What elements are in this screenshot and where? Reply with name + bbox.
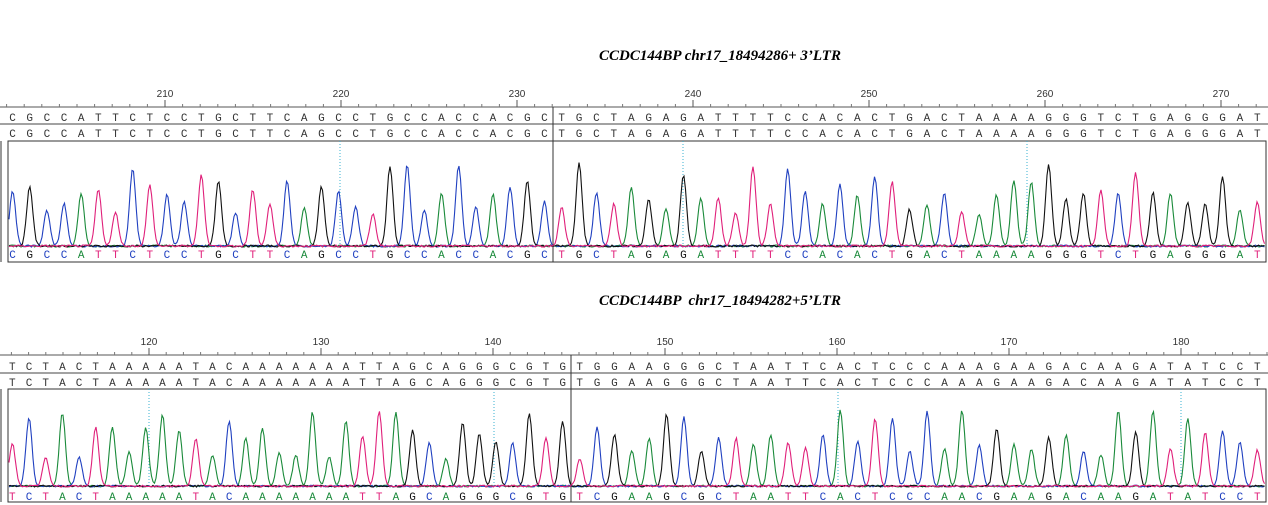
ruler-label: 230 (509, 89, 526, 100)
ruler-label: 180 (1173, 337, 1190, 348)
ruler-label: 250 (861, 89, 878, 100)
ruler-label: 150 (657, 337, 674, 348)
trace-box (7, 388, 1267, 503)
ruler-label: 120 (141, 337, 158, 348)
ruler-label: 270 (1213, 89, 1230, 100)
ruler-label: 260 (1037, 89, 1054, 100)
ruler-label: 240 (685, 89, 702, 100)
trace-box (7, 140, 1267, 263)
panel-title: CCDC144BP chr17_18494282+5’LTR (599, 293, 841, 309)
ruler-label: 130 (313, 337, 330, 348)
ruler-label: 210 (157, 89, 174, 100)
panel-title: CCDC144BP chr17_18494286+ 3’LTR (599, 48, 841, 64)
trace-T (8, 166, 1266, 248)
trace-G (8, 162, 1265, 248)
ruler-label: 170 (1001, 337, 1018, 348)
ruler-label: 160 (829, 337, 846, 348)
ruler-label: 220 (333, 89, 350, 100)
ruler-label: 140 (485, 337, 502, 348)
trace-T (8, 411, 1266, 488)
